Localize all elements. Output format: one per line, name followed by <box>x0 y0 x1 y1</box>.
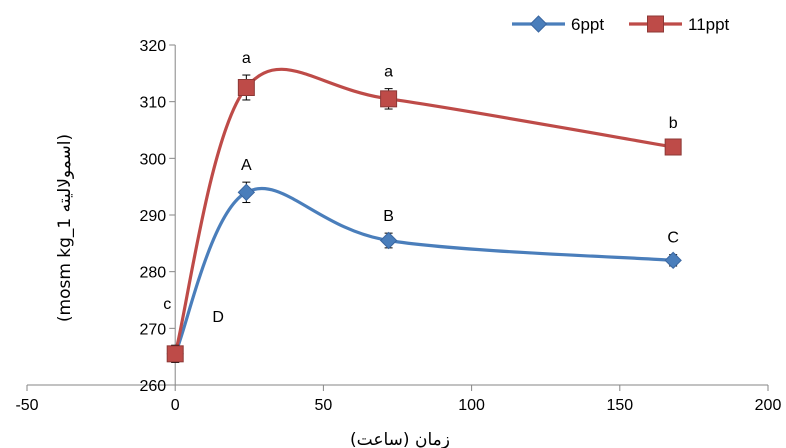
legend-marker-square <box>647 15 664 33</box>
axes-layer: -50 0 50 100 150 200 260 270 280 290 300 310 320 <box>15 38 781 414</box>
data-label: A <box>241 157 252 174</box>
y-tick-label: 260 <box>139 378 166 395</box>
legend: 6ppt 11ppt <box>512 15 730 34</box>
legend-item-6ppt: 6ppt <box>512 15 604 34</box>
x-axis-title: زمان (ساعت) <box>350 430 450 448</box>
data-label: C <box>667 230 679 247</box>
y-tick-label: 270 <box>139 321 166 338</box>
x-tick-label: 200 <box>755 397 782 414</box>
y-tick-label: 300 <box>139 151 166 168</box>
data-point-square <box>380 90 398 108</box>
data-label: b <box>669 115 678 132</box>
series-11ppt <box>166 67 682 363</box>
x-tick-label: 50 <box>315 397 333 414</box>
data-label: c <box>163 296 171 313</box>
data-point-square <box>664 138 682 156</box>
x-tick-label: 150 <box>606 397 633 414</box>
series-line <box>173 67 674 355</box>
data-label: a <box>384 64 393 81</box>
legend-marker-diamond <box>529 15 548 33</box>
x-tick-label: 100 <box>458 397 485 414</box>
legend-item-11ppt: 11ppt <box>629 15 730 34</box>
series-6ppt <box>166 181 682 363</box>
data-point-diamond <box>379 231 398 250</box>
data-point-square <box>237 79 255 96</box>
y-tick-label: 290 <box>139 208 166 225</box>
data-point-diamond <box>237 183 256 202</box>
data-point-diamond <box>664 251 682 270</box>
data-label: a <box>242 50 251 67</box>
legend-label: 11ppt <box>688 15 730 34</box>
series-layer <box>166 67 682 363</box>
x-tick-label: 0 <box>171 397 180 414</box>
x-tick-label: -50 <box>15 397 38 414</box>
data-label: B <box>383 208 394 225</box>
data-label: D <box>212 309 224 326</box>
point-labels-layer: D A B Cc a a b <box>163 50 679 326</box>
y-axis-title: (mosm kg_1 اسمولالیته) <box>55 134 75 322</box>
series-line <box>173 186 674 355</box>
y-tick-label: 280 <box>139 265 166 282</box>
y-tick-label: 310 <box>139 95 166 112</box>
data-point-square <box>166 345 184 363</box>
y-tick-label: 320 <box>139 38 166 55</box>
legend-label: 6ppt <box>571 15 604 34</box>
